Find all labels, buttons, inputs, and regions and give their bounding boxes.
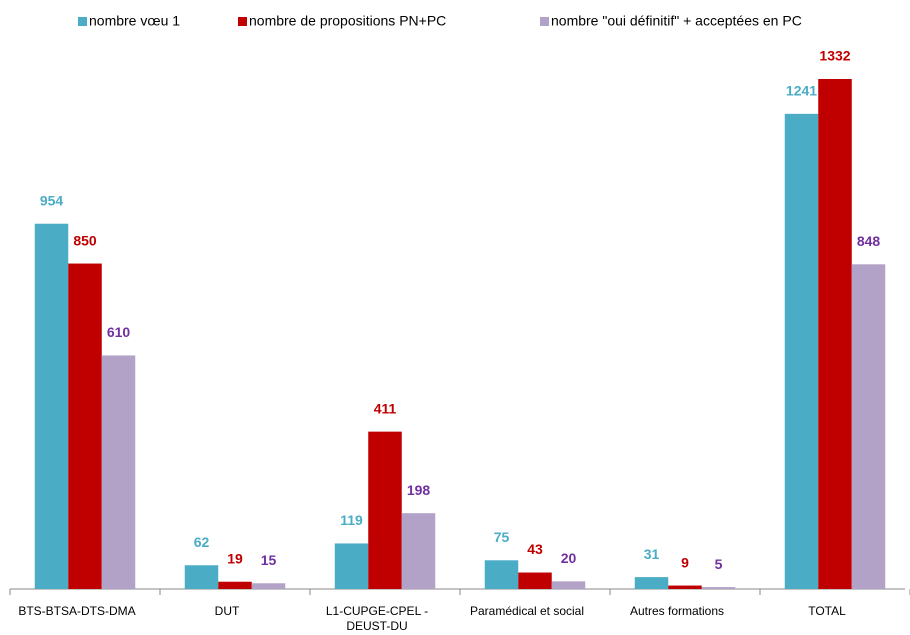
data-label: 1241	[786, 83, 817, 99]
x-tick-label: BTS-BTSA-DTS-DMA	[18, 604, 136, 618]
bar	[518, 572, 552, 589]
bar	[401, 513, 436, 589]
legend-swatch	[238, 17, 247, 26]
x-tick-label: Paramédical et social	[469, 604, 585, 618]
legend-swatch	[78, 17, 87, 26]
bar	[184, 565, 219, 589]
legend-label: nombre de propositions PN+PC	[249, 13, 446, 29]
x-tick-label: L1-CUPGE-CPEL - DEUST-DU	[325, 604, 429, 633]
bar	[68, 263, 102, 589]
data-label: 62	[194, 534, 210, 550]
data-label: 119	[340, 512, 363, 528]
data-label: 19	[227, 550, 243, 566]
data-label: 43	[527, 541, 543, 557]
legend-swatch	[540, 17, 549, 26]
data-label: 198	[407, 482, 431, 498]
x-tick-label: DUT	[214, 604, 240, 618]
bar	[551, 581, 586, 589]
x-tick-label: TOTAL	[808, 604, 846, 618]
data-label: 954	[40, 192, 64, 208]
data-label: 1332	[819, 48, 850, 64]
legend-label: nombre "oui définitif" + acceptées en PC	[551, 13, 802, 29]
bar	[334, 543, 369, 589]
data-label: 15	[261, 552, 277, 568]
data-label: 75	[494, 529, 510, 545]
data-label: 9	[681, 554, 689, 570]
x-tick-label: Autres formations	[629, 604, 725, 618]
bar	[668, 585, 702, 589]
bar	[251, 583, 286, 589]
bar	[701, 587, 736, 589]
bar	[818, 79, 852, 589]
data-label: 5	[715, 556, 723, 572]
bar	[484, 560, 519, 589]
data-label: 610	[107, 324, 131, 340]
data-label: 848	[857, 233, 881, 249]
bar	[784, 113, 819, 589]
bar	[634, 577, 669, 589]
data-label: 31	[644, 546, 660, 562]
data-label: 850	[73, 232, 97, 248]
data-label: 411	[374, 400, 397, 416]
bar	[218, 581, 252, 589]
bar	[34, 223, 69, 589]
legend-label: nombre vœu 1	[89, 13, 180, 29]
bar	[101, 355, 136, 589]
bar	[851, 264, 886, 589]
data-label: 20	[561, 550, 577, 566]
bar	[368, 431, 402, 589]
